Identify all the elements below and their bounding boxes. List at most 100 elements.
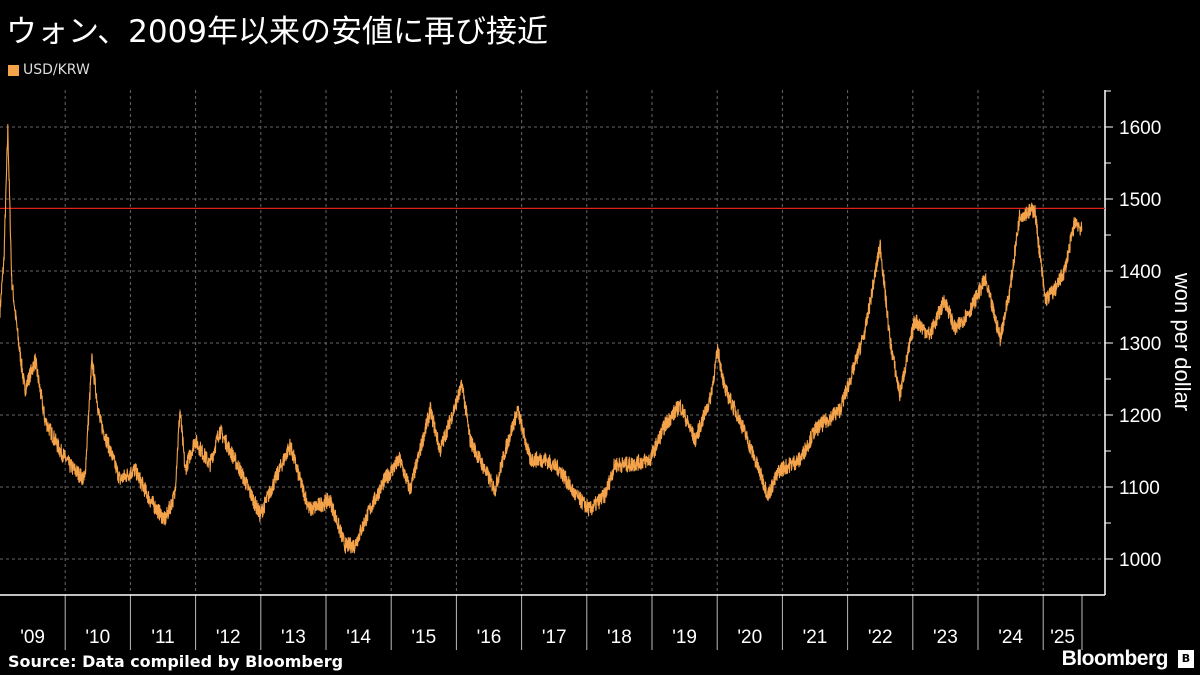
data-point (849, 379, 851, 381)
legend-swatch-usd-krw (8, 64, 19, 76)
data-point (174, 494, 176, 496)
data-point (914, 319, 916, 321)
data-point (461, 384, 463, 386)
data-point (7, 129, 9, 131)
legend: USD/KRW (8, 62, 90, 78)
data-point (954, 329, 956, 331)
x-tick-label: '14 (346, 627, 371, 648)
x-tick-label: '18 (607, 627, 632, 648)
data-point (354, 544, 356, 546)
x-tick-label: '22 (868, 627, 893, 648)
data-point (99, 419, 101, 421)
data-point (17, 339, 19, 341)
x-tick-label: '09 (20, 627, 45, 648)
data-point (944, 299, 946, 301)
data-point (369, 509, 371, 511)
x-tick-label: '11 (151, 627, 174, 648)
x-tick-label: '17 (542, 627, 567, 648)
data-point (839, 409, 841, 411)
data-point (767, 494, 769, 496)
data-point (999, 337, 1001, 339)
data-point (34, 359, 36, 361)
data-point (91, 359, 93, 361)
chart-title: ウォン、2009年以来の安値に再び接近 (6, 14, 549, 50)
data-point (984, 279, 986, 281)
data-point (44, 419, 46, 421)
x-tick-label: '21 (803, 627, 828, 648)
data-point (429, 409, 431, 411)
data-point (0, 309, 1, 311)
data-point (134, 469, 136, 471)
data-point (969, 309, 971, 311)
data-point (439, 449, 441, 451)
data-point (739, 419, 741, 421)
data-point (109, 449, 111, 451)
data-point (559, 469, 561, 471)
data-point (239, 469, 241, 471)
data-point (329, 499, 331, 501)
data-point (184, 469, 186, 471)
data-point (779, 469, 781, 471)
data-point (24, 389, 26, 391)
data-point (219, 429, 221, 431)
x-tick-label: '24 (998, 627, 1023, 648)
data-point (589, 509, 591, 511)
data-point (679, 404, 681, 406)
data-point (469, 439, 471, 441)
data-point (209, 464, 211, 466)
data-point (694, 439, 696, 441)
data-point (274, 479, 276, 481)
data-point (724, 389, 726, 391)
data-point (529, 459, 531, 461)
data-point (899, 394, 901, 396)
x-tick-label: '20 (737, 627, 762, 648)
data-point (574, 494, 576, 496)
source-note: Source: Data compiled by Bloomberg (8, 652, 344, 671)
data-point (84, 479, 86, 481)
data-point (289, 444, 291, 446)
y-axis-title: won per dollar (1170, 272, 1195, 411)
y-tick-label: 1600 (1119, 118, 1161, 139)
bloomberg-logo: Bloomberg (1061, 647, 1169, 670)
x-tick-label: '25 (1050, 627, 1075, 648)
x-tick-label: '13 (281, 627, 306, 648)
y-tick-label: 1500 (1119, 190, 1161, 211)
data-point (309, 509, 311, 511)
data-point (814, 429, 816, 431)
y-tick-label: 1400 (1119, 262, 1161, 283)
legend-label-usd-krw: USD/KRW (23, 62, 90, 78)
data-point (344, 544, 346, 546)
series-line-usd-krw (0, 123, 1083, 554)
data-point (504, 449, 506, 451)
data-point (1054, 289, 1056, 291)
data-point (1009, 289, 1011, 291)
x-tick-label: '19 (672, 627, 697, 648)
data-point (384, 479, 386, 481)
data-point (1019, 214, 1021, 216)
data-point (664, 424, 666, 426)
data-point (11, 279, 13, 281)
data-point (179, 409, 181, 411)
y-tick-label: 1300 (1119, 334, 1161, 355)
data-point (879, 244, 881, 246)
data-point (629, 464, 631, 466)
data-point (3, 259, 5, 261)
data-point (649, 459, 651, 461)
data-point (194, 439, 196, 441)
data-point (709, 399, 711, 401)
data-point (1044, 299, 1046, 301)
data-point (1074, 219, 1076, 221)
data-point (69, 464, 71, 466)
x-tick-label: '15 (411, 627, 436, 648)
x-tick-label: '16 (477, 627, 502, 648)
data-point (717, 349, 719, 351)
x-tick-label: '23 (933, 627, 958, 648)
data-point (799, 459, 801, 461)
y-tick-label: 1100 (1119, 478, 1160, 499)
y-tick-label: 1200 (1119, 406, 1161, 427)
data-point (59, 449, 61, 451)
bloomberg-b-icon: B (1178, 650, 1194, 668)
data-point (299, 479, 301, 481)
data-point (929, 334, 931, 336)
data-point (164, 519, 166, 521)
